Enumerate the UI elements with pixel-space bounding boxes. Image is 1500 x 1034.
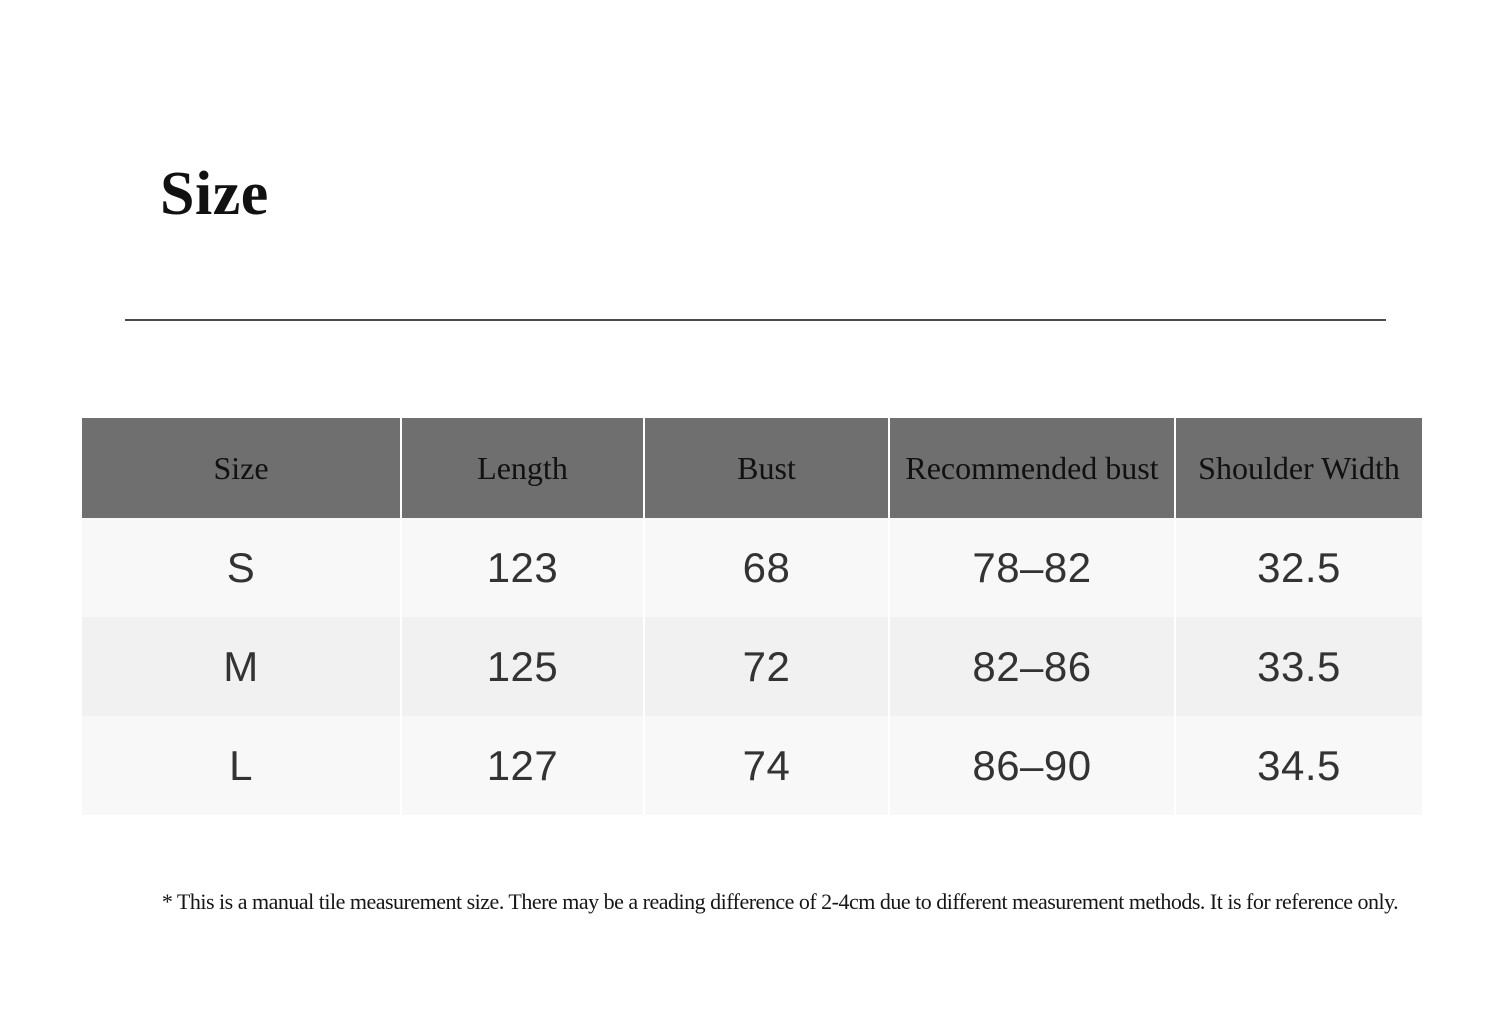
cell-m-shoulder-width: 33.5 (1174, 617, 1422, 716)
cell-l-bust: 74 (643, 716, 888, 815)
cell-l-size: L (82, 716, 400, 815)
cell-m-recommended-bust: 82–86 (888, 617, 1174, 716)
title-divider (125, 319, 1386, 321)
header-cell-bust: Bust (643, 418, 888, 518)
measurement-footnote: * This is a manual tile measurement size… (161, 889, 1399, 914)
table-row-l: L 127 74 86–90 34.5 (82, 716, 1422, 815)
cell-s-bust: 68 (643, 518, 888, 617)
cell-s-shoulder-width: 32.5 (1174, 518, 1422, 617)
cell-m-bust: 72 (643, 617, 888, 716)
cell-l-length: 127 (400, 716, 643, 815)
cell-l-shoulder-width: 34.5 (1174, 716, 1422, 815)
header-cell-recommended-bust: Recommended bust (888, 418, 1174, 518)
table-row-m: M 125 72 82–86 33.5 (82, 617, 1422, 716)
cell-l-recommended-bust: 86–90 (888, 716, 1174, 815)
size-table: Size Length Bust Recommended bust Should… (82, 418, 1422, 815)
page-title: Size (160, 160, 269, 228)
header-cell-shoulder-width: Shoulder Width (1174, 418, 1422, 518)
table-header-row: Size Length Bust Recommended bust Should… (82, 418, 1422, 518)
cell-s-recommended-bust: 78–82 (888, 518, 1174, 617)
table-row-s: S 123 68 78–82 32.5 (82, 518, 1422, 617)
header-cell-size: Size (82, 418, 400, 518)
cell-m-size: M (82, 617, 400, 716)
header-cell-length: Length (400, 418, 643, 518)
cell-m-length: 125 (400, 617, 643, 716)
cell-s-size: S (82, 518, 400, 617)
cell-s-length: 123 (400, 518, 643, 617)
